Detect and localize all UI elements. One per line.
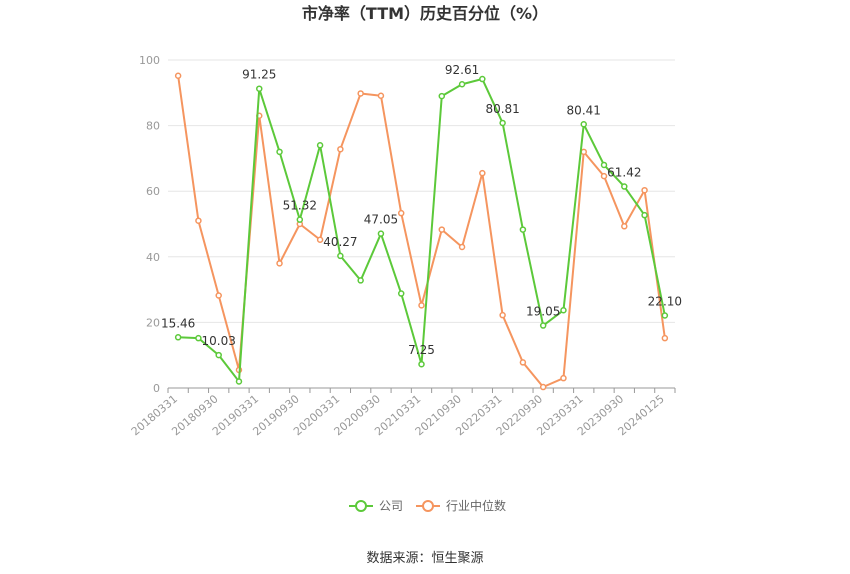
data-point-company [438,92,446,100]
data-point-company [174,334,182,341]
data-point-industry-median [215,292,222,299]
data-point-company [377,230,385,237]
data-label: 61.42 [607,166,641,180]
legend-label: 公司 [379,499,403,513]
legend-marker [422,500,434,512]
data-point-industry-median [641,186,648,194]
data-point-industry-median [600,172,608,180]
data-labels: 15.46 10.03 91.25 51.32 40.27 47.05 7.25 92.61 8… [161,63,682,357]
data-label: 15.46 [161,316,195,330]
data-label: 80.41 [567,103,601,117]
series-company [174,75,669,385]
data-point-company [641,211,648,219]
data-point-company [661,312,669,319]
data-point-company [519,226,527,233]
data-point-company [316,142,324,149]
data-point-industry-median [418,302,425,309]
series-industry-median [174,72,669,391]
data-point-company [276,148,283,156]
series-layer [174,72,669,391]
data-point-company [458,80,466,88]
x-axis: 2018033120180930201903312019093020200331… [129,387,676,438]
data-point-industry-median [580,148,587,156]
data-label: 22.10 [648,295,682,309]
data-point-industry-median [560,374,567,382]
data-point-industry-median [276,260,283,267]
gridlines [168,59,675,323]
data-point-company [479,75,486,83]
y-tick-label: 100 [139,54,160,67]
legend[interactable]: 公司 行业中位数 [349,498,506,513]
data-point-company [296,216,304,223]
data-point-industry-median [621,223,628,230]
data-source-note: 数据来源：恒生聚源 [366,551,483,566]
data-point-industry-median [539,383,547,391]
data-label: 10.03 [202,334,236,348]
data-point-industry-median [397,209,405,217]
data-point-industry-median [357,90,364,97]
data-label: 51.32 [283,199,317,213]
data-label: 91.25 [242,68,276,82]
data-point-industry-median [479,169,486,177]
data-point-industry-median [337,145,344,153]
legend-item-industry-median[interactable]: 行业中位数 [416,498,506,513]
data-point-company [357,277,364,284]
data-point-company [600,161,608,169]
y-tick-label: 80 [146,120,160,133]
data-point-industry-median [499,311,506,319]
data-point-industry-median [174,72,182,79]
data-point-company [337,252,344,260]
data-point-industry-median [438,226,446,233]
data-point-industry-median [195,217,202,224]
chart-title: 市净率（TTM）历史百分位（%） [302,4,548,23]
series-line-industry-median [177,75,666,389]
legend-item-company[interactable]: 公司 [349,499,403,513]
data-point-company [215,351,222,359]
series-line-company [178,78,666,383]
legend-marker [355,500,367,512]
data-label: 92.61 [445,63,479,77]
data-label: 7.25 [408,343,435,357]
y-tick-label: 40 [146,251,160,264]
legend-label: 行业中位数 [446,498,506,513]
data-point-company [256,85,263,92]
data-label: 40.27 [323,235,357,249]
data-point-industry-median [661,334,669,342]
data-point-company [418,360,425,368]
data-point-company [235,378,243,385]
data-point-industry-median [316,236,324,243]
data-point-company [560,307,567,314]
data-label: 19.05 [526,305,560,319]
data-point-company [397,290,405,297]
data-point-company [580,121,587,128]
data-point-company [499,119,506,127]
y-axis: 0 20 40 60 80 100 [139,54,160,395]
y-tick-label: 20 [146,316,160,329]
data-point-industry-median [377,92,385,100]
data-point-company [195,334,202,342]
y-tick-label: 0 [153,382,160,395]
data-label: 47.05 [364,213,398,227]
data-label: 80.81 [485,102,519,116]
data-point-industry-median [458,243,466,251]
data-point-industry-median [519,359,527,366]
data-point-company [539,322,547,329]
data-point-company [621,183,628,190]
y-tick-label: 60 [146,185,160,198]
